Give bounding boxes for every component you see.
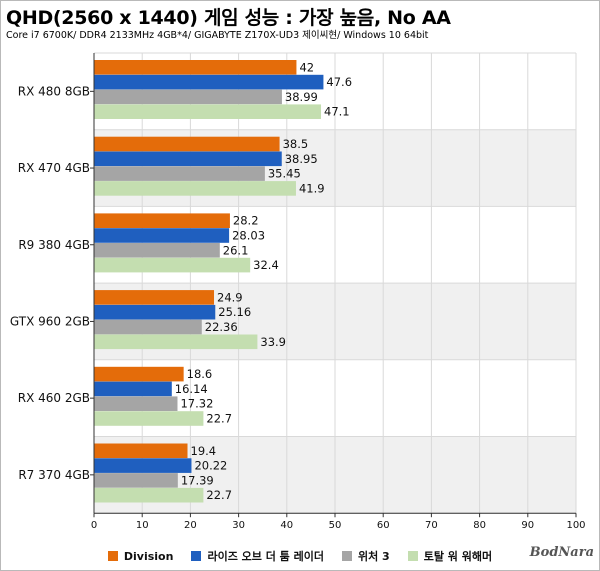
- legend-label: 토탈 워 워해머: [423, 550, 493, 563]
- data-label: 32.4: [253, 258, 279, 272]
- data-label: 17.32: [180, 397, 213, 411]
- x-tick-label: 80: [473, 520, 486, 531]
- data-label: 26.1: [223, 243, 249, 257]
- bar: [94, 443, 188, 459]
- legend: Division 라이즈 오브 더 툼 레이더 위처 3 토탈 워 워해머: [0, 548, 600, 564]
- data-label: 38.99: [285, 90, 318, 104]
- bar: [94, 411, 204, 426]
- bar: [94, 290, 215, 305]
- x-tick-label: 40: [280, 520, 293, 531]
- legend-label: 라이즈 오브 더 툼 레이더: [207, 550, 324, 563]
- x-tick-label: 20: [184, 520, 197, 531]
- legend-item-witcher-3: 위처 3: [341, 548, 390, 564]
- data-label: 20.22: [194, 459, 227, 473]
- bar: [94, 487, 204, 503]
- bar: [94, 89, 282, 105]
- bar: [94, 74, 324, 90]
- x-tick-label: 90: [521, 520, 534, 531]
- x-tick-label: 30: [232, 520, 245, 531]
- x-tick-label: 10: [136, 520, 149, 531]
- data-label: 22.7: [206, 412, 232, 426]
- data-label: 38.95: [285, 152, 318, 166]
- legend-swatch: [191, 551, 202, 561]
- data-label: 47.1: [324, 105, 350, 119]
- bar: [94, 334, 258, 350]
- data-label: 42: [299, 60, 314, 74]
- data-label: 38.5: [283, 137, 309, 151]
- legend-label: Division: [123, 549, 174, 563]
- x-tick-label: 0: [91, 520, 97, 531]
- data-label: 35.45: [268, 167, 301, 181]
- chart-subtitle: Core i7 6700K/ DDR4 2133MHz 4GB*4/ GIGAB…: [6, 30, 429, 41]
- bar: [94, 136, 280, 152]
- legend-item-division: Division: [107, 549, 174, 563]
- category-label: GTX 960 2GB: [10, 314, 90, 328]
- data-label: 25.16: [218, 305, 251, 319]
- legend-label: 위처 3: [357, 550, 390, 563]
- category-label: RX 480 8GB: [18, 84, 90, 98]
- data-label: 24.9: [217, 290, 243, 304]
- category-label: RX 460 2GB: [18, 391, 90, 405]
- x-tick-label: 60: [377, 520, 390, 531]
- chart-title: QHD(2560 x 1440) 게임 성능 : 가장 높음, No AA: [6, 7, 451, 29]
- legend-item-total-war-warhammer: 토탈 워 워해머: [407, 548, 493, 564]
- category-label: RX 470 4GB: [18, 161, 90, 175]
- legend-swatch: [407, 551, 418, 561]
- data-label: 28.03: [232, 229, 265, 243]
- bar: [94, 458, 192, 473]
- bar: [94, 396, 178, 411]
- data-label: 41.9: [299, 181, 325, 195]
- legend-item-rise-of-the-tomb-raider: 라이즈 오브 더 툼 레이더: [191, 548, 324, 564]
- data-label: 17.39: [181, 473, 214, 487]
- bar: [94, 243, 220, 258]
- bar: [94, 104, 322, 119]
- legend-swatch: [107, 551, 118, 561]
- legend-swatch: [341, 551, 352, 561]
- bar: [94, 381, 172, 397]
- bar: [94, 366, 184, 382]
- bar: [94, 213, 230, 228]
- data-label: 22.36: [205, 320, 238, 334]
- bar: [94, 304, 216, 320]
- data-label: 19.4: [191, 444, 217, 458]
- data-label: 33.9: [260, 335, 286, 349]
- data-label: 28.2: [233, 214, 259, 228]
- bar: [94, 181, 296, 196]
- site-logo: BodNara: [529, 545, 594, 560]
- x-tick-label: 70: [425, 520, 438, 531]
- category-label: R9 380 4GB: [18, 238, 90, 252]
- data-label: 47.6: [326, 75, 352, 89]
- data-label: 18.6: [187, 367, 213, 381]
- bar: [94, 257, 251, 273]
- bar: [94, 228, 230, 243]
- data-label: 16.14: [175, 382, 208, 396]
- bar: [94, 151, 282, 167]
- data-label: 22.7: [206, 488, 232, 502]
- bar: [94, 60, 297, 75]
- category-label: R7 370 4GB: [18, 468, 90, 482]
- x-tick-label: 100: [566, 520, 585, 531]
- bar: [94, 319, 202, 335]
- bar: [94, 473, 178, 488]
- bar: [94, 166, 265, 181]
- x-tick-label: 50: [329, 520, 342, 531]
